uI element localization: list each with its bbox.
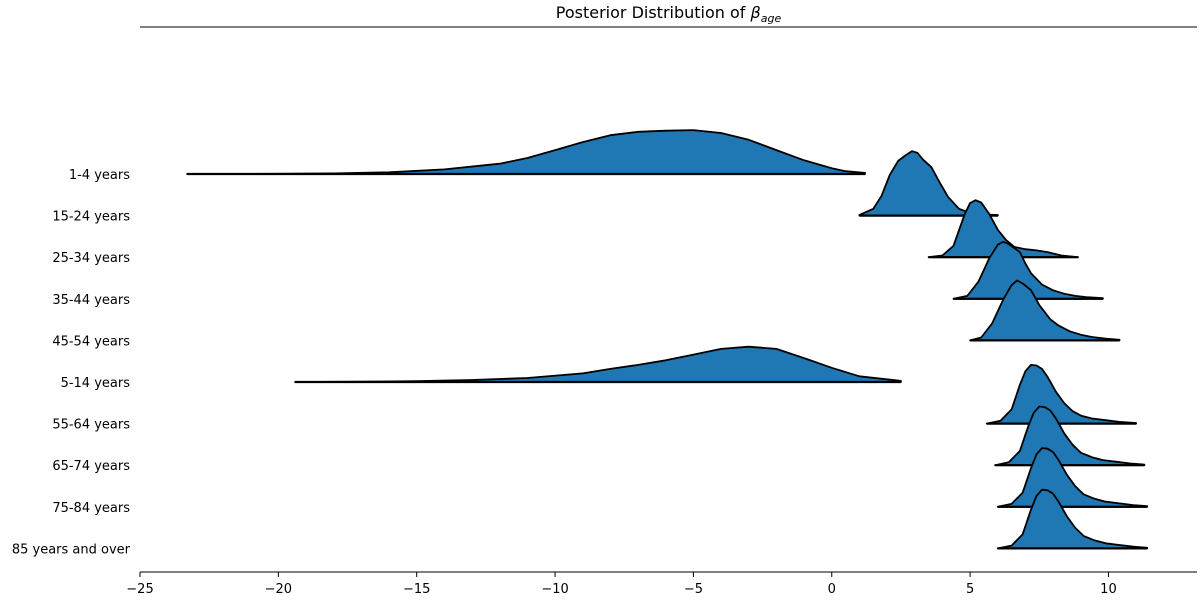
chart-title-symbol: β <box>750 3 761 22</box>
x-tick-label: −25 <box>126 582 153 597</box>
x-tick-label: −20 <box>265 582 292 597</box>
ridge-8 <box>996 447 1149 508</box>
ridge-area <box>994 405 1146 467</box>
y-label: 85 years and over <box>12 542 131 557</box>
x-tick-label: −15 <box>403 582 430 597</box>
y-label: 45-54 years <box>52 334 130 349</box>
y-label: 75-84 years <box>52 501 130 516</box>
ridges <box>186 129 1149 550</box>
ridge-area <box>952 240 1104 300</box>
chart-title-subscript: age <box>760 12 782 26</box>
y-label: 25-34 years <box>52 251 130 266</box>
x-tick-label: 5 <box>966 582 974 597</box>
y-label: 1-4 years <box>69 168 130 183</box>
ridge-area <box>927 199 1079 259</box>
ridge-area <box>969 279 1121 342</box>
y-label: 65-74 years <box>52 459 130 474</box>
x-tick-label: −5 <box>684 582 703 597</box>
x-tick-label: 0 <box>828 582 836 597</box>
ridge-5 <box>294 345 902 384</box>
ridge-4 <box>969 279 1121 342</box>
ridge-area <box>985 364 1137 425</box>
y-label: 5-14 years <box>61 376 131 391</box>
chart-title: Posterior Distribution of βage <box>140 3 1197 25</box>
x-tick-label: −10 <box>541 582 568 597</box>
y-label: 15-24 years <box>52 210 130 225</box>
ridge-6 <box>985 364 1137 425</box>
ridge-area <box>294 345 902 383</box>
x-tick-label: 10 <box>1100 582 1117 597</box>
ridge-area <box>186 129 866 175</box>
ridge-0 <box>186 129 866 176</box>
ridge-9 <box>996 488 1149 550</box>
ridge-area <box>996 447 1149 508</box>
y-labels: 1-4 years 15-24 years 25-34 years 35-44 yea… <box>12 168 131 557</box>
ridge-7 <box>994 405 1146 467</box>
y-label: 55-64 years <box>52 418 130 433</box>
ridge-area <box>996 488 1149 550</box>
x-ticks: −25 −20 −15 −10 −5 0 5 10 <box>126 572 1117 597</box>
y-label: 35-44 years <box>52 293 130 308</box>
chart-title-text: Posterior Distribution of <box>555 3 751 22</box>
